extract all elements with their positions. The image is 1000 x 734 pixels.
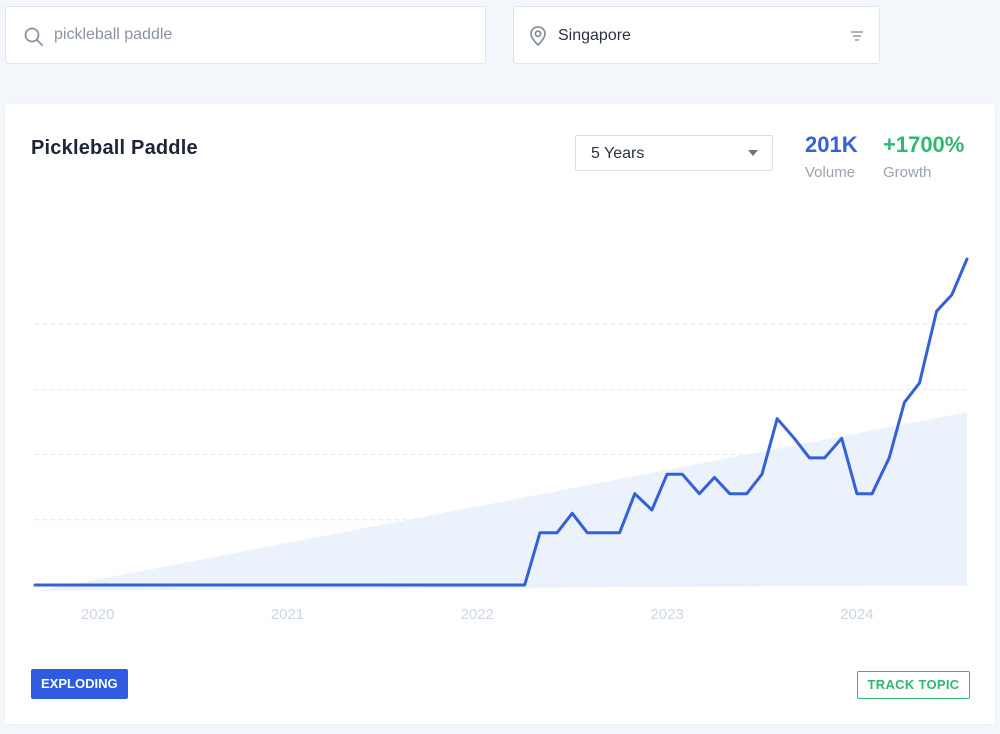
x-tick-label: 2022 xyxy=(461,606,494,623)
volume-label: Volume xyxy=(805,164,856,181)
track-topic-button[interactable]: TRACK TOPIC xyxy=(857,671,970,699)
x-tick-label: 2024 xyxy=(840,606,873,623)
volume-metric: 201K Volume xyxy=(805,132,858,181)
time-range-dropdown[interactable]: 5 Years xyxy=(575,135,773,171)
growth-label: Growth xyxy=(883,164,932,181)
x-tick-label: 2020 xyxy=(81,606,114,623)
x-tick-label: 2021 xyxy=(271,606,304,623)
search-input[interactable] xyxy=(54,7,474,63)
series-line xyxy=(33,257,969,587)
location-value: Singapore xyxy=(558,27,631,44)
growth-metric: +1700% Growth xyxy=(883,132,964,181)
trend-area xyxy=(35,412,967,591)
topic-title: Pickleball Paddle xyxy=(31,137,198,159)
search-box[interactable] xyxy=(5,6,486,64)
location-select[interactable]: Singapore xyxy=(513,6,880,64)
x-tick-label: 2023 xyxy=(650,606,683,623)
trend-card: Pickleball Paddle 5 Years 201K Volume +1… xyxy=(5,104,995,724)
growth-value: +1700% xyxy=(883,132,965,157)
caret-down-icon xyxy=(748,150,758,156)
location-pin-icon xyxy=(530,26,546,47)
search-icon xyxy=(24,27,43,46)
trend-chart: 2020 2021 2022 2023 2024 xyxy=(33,257,969,623)
volume-value: 201K xyxy=(805,132,858,157)
time-range-value: 5 Years xyxy=(591,145,645,162)
filter-icon[interactable] xyxy=(849,28,865,44)
exploding-badge[interactable]: EXPLODING xyxy=(31,669,128,699)
